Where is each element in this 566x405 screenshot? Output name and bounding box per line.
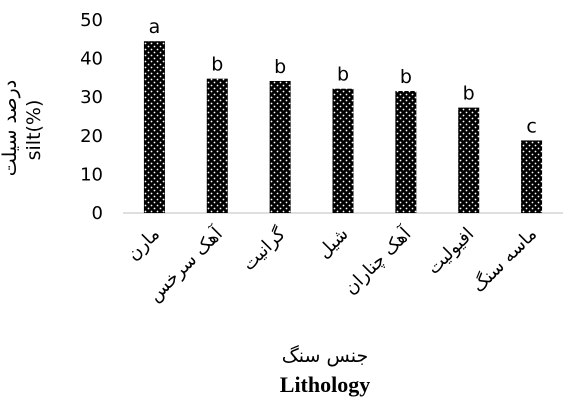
x-tick-label: آهک چناران xyxy=(339,222,416,299)
y-axis-title: درصد سیلت silt(%) xyxy=(0,80,45,176)
significance-letter: c xyxy=(526,115,536,137)
significance-letter: b xyxy=(211,54,223,76)
significance-letter: b xyxy=(274,56,286,78)
x-tick-label: گرانیت xyxy=(238,223,290,275)
bar xyxy=(143,41,165,214)
bar xyxy=(521,140,543,213)
bar xyxy=(206,78,228,213)
y-tick-label: 20 xyxy=(80,126,103,147)
y-tick-label: 10 xyxy=(80,164,103,185)
y-axis-title-fa: درصد سیلت xyxy=(0,80,21,176)
y-axis-title-en: silt(%) xyxy=(23,100,45,161)
bar xyxy=(269,80,291,213)
x-axis-title-en: Lithology xyxy=(280,372,370,397)
x-tick-label: مارن xyxy=(123,224,164,265)
axes-group: 0 10 20 30 40 50 xyxy=(80,10,563,224)
significance-letter: a xyxy=(149,16,161,38)
bar xyxy=(458,107,480,213)
bars-group xyxy=(143,41,543,214)
y-tick-label: 40 xyxy=(80,49,103,70)
x-tick-label: افیولیت xyxy=(423,224,478,279)
significance-letter: b xyxy=(337,64,349,86)
y-tick-label: 0 xyxy=(92,203,103,224)
bar xyxy=(332,88,354,213)
y-tick-label: 50 xyxy=(80,10,103,31)
x-tick-label: شیل xyxy=(314,224,353,263)
y-tick-label: 30 xyxy=(80,87,103,108)
significance-letter: b xyxy=(463,83,475,105)
x-axis-title-fa: جنس سنگ xyxy=(282,345,368,367)
x-tick-label: ماسه سنگ xyxy=(467,223,541,297)
bar xyxy=(395,91,417,213)
significance-letter: b xyxy=(400,66,412,88)
